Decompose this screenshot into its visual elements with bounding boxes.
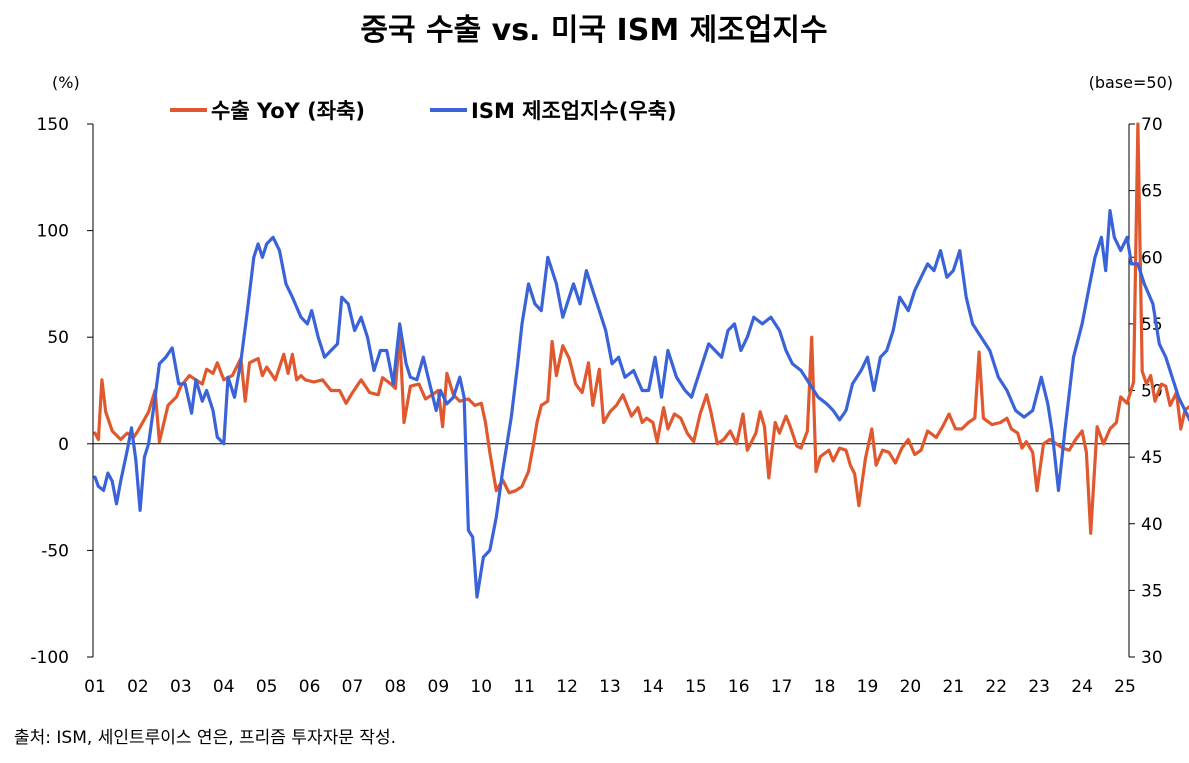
x-tick-label: 14 [642, 677, 664, 697]
x-tick-label: 24 [1071, 677, 1093, 697]
x-tick-label: 03 [170, 677, 192, 697]
left-tick-label: -100 [30, 648, 69, 668]
x-tick-label: 08 [385, 677, 407, 697]
x-tick-label: 02 [127, 677, 149, 697]
right-tick-label: 35 [1141, 581, 1163, 601]
right-tick-label: 65 [1141, 182, 1163, 202]
x-tick-label: 15 [685, 677, 707, 697]
right-axis-unit: (base=50) [1089, 73, 1173, 92]
x-tick-label: 09 [428, 677, 450, 697]
left-tick-label: 150 [37, 115, 69, 135]
legend: 수출 YoY (좌축) ISM 제조업지수(우축) [170, 99, 677, 123]
source-note: 출처: ISM, 세인트루이스 연은, 프리즘 투자자문 작성. [14, 728, 396, 748]
x-tick-label: 16 [728, 677, 750, 697]
legend-label-ism: ISM 제조업지수(우축) [471, 99, 677, 123]
x-tick-label: 07 [342, 677, 364, 697]
left-tick-label: 100 [37, 222, 69, 242]
x-tick-label: 04 [213, 677, 235, 697]
exports-yoy-line [93, 122, 1189, 535]
x-tick-label: 06 [299, 677, 321, 697]
left-tick-label: 0 [58, 435, 69, 455]
x-tick-label: 22 [985, 677, 1007, 697]
x-tick-label: 13 [599, 677, 621, 697]
x-tick-label: 23 [1028, 677, 1050, 697]
left-tick-label: -50 [41, 541, 69, 561]
x-tick-label: 05 [256, 677, 278, 697]
right-tick-label: 30 [1141, 648, 1163, 668]
legend-label-exports: 수출 YoY (좌축) [211, 99, 365, 123]
x-tick-label: 01 [84, 677, 106, 697]
right-tick-label: 70 [1141, 115, 1163, 135]
right-tick-label: 55 [1141, 315, 1163, 335]
right-tick-label: 40 [1141, 515, 1163, 535]
x-tick-label: 10 [470, 677, 492, 697]
series-lines [93, 122, 1189, 599]
x-tick-label: 11 [513, 677, 535, 697]
right-tick-label: 60 [1141, 248, 1163, 268]
left-tick-label: 50 [47, 328, 69, 348]
x-tick-label: 17 [771, 677, 793, 697]
ism-manufacturing-line [93, 209, 1189, 599]
right-tick-label: 45 [1141, 448, 1163, 468]
x-tick-label: 25 [1114, 677, 1136, 697]
chart-title: 중국 수출 vs. 미국 ISM 제조업지수 [360, 13, 827, 48]
x-tick-label: 20 [900, 677, 922, 697]
x-tick-label: 18 [814, 677, 836, 697]
left-axis-unit: (%) [52, 73, 80, 92]
x-tick-label: 21 [943, 677, 965, 697]
x-tick-label: 19 [857, 677, 879, 697]
x-tick-label: 12 [556, 677, 578, 697]
